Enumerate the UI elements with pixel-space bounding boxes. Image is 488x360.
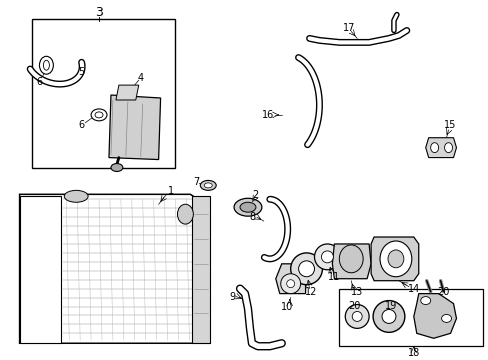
Ellipse shape <box>95 112 103 118</box>
Ellipse shape <box>372 301 404 332</box>
Text: 20: 20 <box>436 287 449 297</box>
Ellipse shape <box>339 245 363 273</box>
Text: 15: 15 <box>444 120 456 130</box>
Ellipse shape <box>111 163 122 171</box>
Ellipse shape <box>298 261 314 277</box>
Text: 13: 13 <box>350 287 363 297</box>
Ellipse shape <box>280 274 300 294</box>
Text: 10: 10 <box>280 302 292 311</box>
Text: 3: 3 <box>95 6 103 19</box>
Ellipse shape <box>286 280 294 288</box>
Ellipse shape <box>321 251 333 263</box>
Bar <box>31 19 175 167</box>
Bar <box>192 196 210 343</box>
Ellipse shape <box>177 204 193 224</box>
Text: 5: 5 <box>78 67 84 77</box>
Polygon shape <box>413 294 456 338</box>
Polygon shape <box>20 194 210 343</box>
Text: 4: 4 <box>138 73 143 83</box>
Text: 17: 17 <box>343 23 355 33</box>
Text: 18: 18 <box>407 348 419 358</box>
Polygon shape <box>109 95 160 159</box>
Text: 14: 14 <box>407 284 419 294</box>
Ellipse shape <box>351 311 362 321</box>
Bar <box>20 196 61 343</box>
Ellipse shape <box>240 202 255 212</box>
Polygon shape <box>425 138 456 158</box>
Ellipse shape <box>204 183 212 188</box>
Text: 9: 9 <box>228 292 235 302</box>
Text: 16: 16 <box>261 110 273 120</box>
Polygon shape <box>370 237 418 281</box>
Text: 20: 20 <box>347 301 360 311</box>
Bar <box>339 289 482 346</box>
Text: 19: 19 <box>384 301 396 311</box>
Text: 8: 8 <box>248 212 254 222</box>
Ellipse shape <box>387 250 403 268</box>
Ellipse shape <box>290 253 322 285</box>
Polygon shape <box>275 264 305 294</box>
Text: 2: 2 <box>251 190 258 200</box>
Ellipse shape <box>314 244 340 270</box>
Ellipse shape <box>379 241 411 277</box>
Ellipse shape <box>345 305 368 328</box>
Polygon shape <box>116 85 139 100</box>
Ellipse shape <box>64 190 88 202</box>
Ellipse shape <box>43 60 49 70</box>
Ellipse shape <box>40 56 53 74</box>
Text: 11: 11 <box>327 272 340 282</box>
Ellipse shape <box>91 109 107 121</box>
Text: 6: 6 <box>78 120 84 130</box>
Text: 12: 12 <box>305 287 317 297</box>
Ellipse shape <box>420 297 430 305</box>
Ellipse shape <box>441 315 450 323</box>
Polygon shape <box>332 244 370 279</box>
Ellipse shape <box>234 198 262 216</box>
Ellipse shape <box>430 143 438 153</box>
Ellipse shape <box>381 310 395 323</box>
Text: 6: 6 <box>36 77 42 87</box>
Text: 1: 1 <box>167 186 173 196</box>
Ellipse shape <box>444 143 451 153</box>
Text: 7: 7 <box>193 177 199 188</box>
Ellipse shape <box>200 180 216 190</box>
